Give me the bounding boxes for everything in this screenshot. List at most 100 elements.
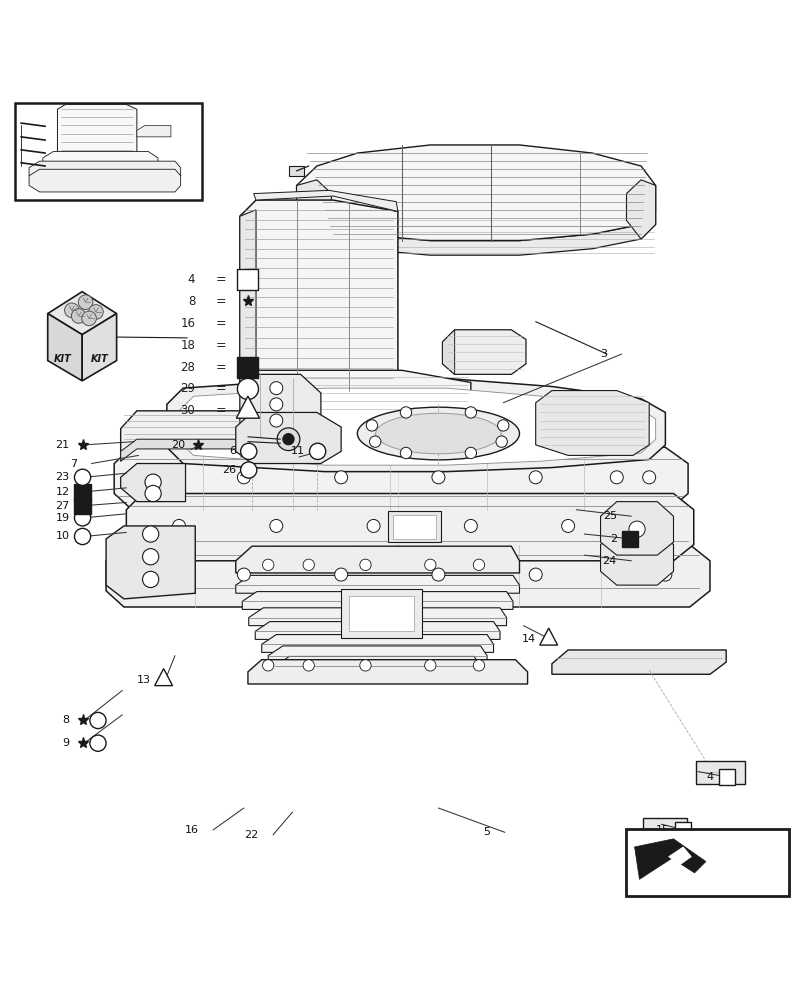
Text: KIT: KIT bbox=[54, 354, 71, 364]
Circle shape bbox=[529, 471, 542, 484]
Circle shape bbox=[143, 571, 159, 588]
Text: KIT: KIT bbox=[90, 354, 108, 364]
Circle shape bbox=[269, 382, 282, 395]
Polygon shape bbox=[296, 180, 331, 239]
Bar bbox=[642, 818, 686, 839]
Circle shape bbox=[88, 305, 103, 319]
Text: =: = bbox=[216, 339, 226, 352]
Circle shape bbox=[369, 436, 380, 447]
Circle shape bbox=[634, 519, 646, 532]
Bar bbox=[289, 166, 303, 176]
Text: 19: 19 bbox=[55, 513, 70, 523]
Polygon shape bbox=[442, 330, 526, 374]
Circle shape bbox=[658, 568, 671, 581]
Circle shape bbox=[145, 485, 161, 502]
Circle shape bbox=[618, 568, 631, 581]
Circle shape bbox=[367, 519, 380, 532]
Circle shape bbox=[157, 568, 169, 581]
Polygon shape bbox=[442, 330, 454, 374]
Circle shape bbox=[172, 519, 185, 532]
Text: 6: 6 bbox=[229, 446, 235, 456]
Bar bbox=[237, 269, 258, 290]
Polygon shape bbox=[236, 396, 260, 418]
Text: =: = bbox=[216, 317, 226, 330]
Text: 15: 15 bbox=[655, 825, 669, 835]
Text: 22: 22 bbox=[244, 830, 258, 840]
Polygon shape bbox=[43, 151, 158, 174]
Polygon shape bbox=[600, 502, 672, 555]
Circle shape bbox=[303, 559, 314, 571]
Circle shape bbox=[610, 471, 623, 484]
Polygon shape bbox=[247, 660, 527, 684]
Text: 9: 9 bbox=[62, 738, 70, 748]
Polygon shape bbox=[239, 370, 470, 412]
Polygon shape bbox=[235, 546, 519, 573]
Circle shape bbox=[75, 528, 91, 545]
Text: 13: 13 bbox=[136, 675, 151, 685]
Polygon shape bbox=[539, 628, 557, 645]
Polygon shape bbox=[239, 200, 397, 393]
Text: 23: 23 bbox=[55, 472, 70, 482]
Bar bbox=[237, 357, 258, 378]
Polygon shape bbox=[253, 190, 397, 211]
Circle shape bbox=[424, 660, 436, 671]
Polygon shape bbox=[235, 575, 519, 593]
Polygon shape bbox=[255, 622, 500, 639]
Polygon shape bbox=[248, 608, 506, 626]
Circle shape bbox=[143, 526, 159, 542]
Polygon shape bbox=[178, 388, 654, 465]
Polygon shape bbox=[121, 464, 185, 502]
Text: 20: 20 bbox=[171, 440, 185, 450]
Polygon shape bbox=[29, 161, 180, 182]
Circle shape bbox=[282, 434, 294, 445]
Polygon shape bbox=[58, 104, 137, 161]
Text: 29: 29 bbox=[180, 382, 195, 395]
Circle shape bbox=[334, 471, 347, 484]
Circle shape bbox=[473, 660, 484, 671]
Text: =: = bbox=[216, 404, 226, 417]
Polygon shape bbox=[127, 494, 693, 561]
Circle shape bbox=[269, 414, 282, 427]
Text: 8: 8 bbox=[62, 715, 70, 725]
Circle shape bbox=[82, 311, 97, 326]
Bar bbox=[626, 829, 787, 896]
Bar bbox=[75, 498, 91, 514]
Text: 3: 3 bbox=[599, 349, 607, 359]
Polygon shape bbox=[114, 447, 687, 510]
Circle shape bbox=[262, 559, 273, 571]
Polygon shape bbox=[268, 646, 487, 664]
Circle shape bbox=[145, 474, 161, 490]
Circle shape bbox=[400, 447, 411, 459]
Circle shape bbox=[90, 735, 106, 751]
Circle shape bbox=[366, 420, 377, 431]
Polygon shape bbox=[634, 839, 705, 879]
Circle shape bbox=[165, 471, 177, 484]
Text: 16: 16 bbox=[180, 317, 195, 330]
Circle shape bbox=[240, 443, 256, 459]
Text: 14: 14 bbox=[521, 634, 535, 644]
Polygon shape bbox=[296, 145, 654, 241]
Ellipse shape bbox=[375, 413, 500, 454]
Circle shape bbox=[262, 660, 273, 671]
Polygon shape bbox=[155, 669, 172, 686]
Text: 12: 12 bbox=[55, 487, 70, 497]
Text: 26: 26 bbox=[221, 465, 235, 475]
Text: =: = bbox=[216, 361, 226, 374]
Circle shape bbox=[359, 559, 371, 571]
Polygon shape bbox=[235, 412, 341, 464]
Circle shape bbox=[496, 436, 507, 447]
Bar bbox=[674, 822, 690, 838]
Polygon shape bbox=[121, 439, 292, 461]
Text: 30: 30 bbox=[180, 404, 195, 417]
Circle shape bbox=[529, 568, 542, 581]
Circle shape bbox=[269, 398, 282, 411]
Circle shape bbox=[309, 443, 325, 459]
Polygon shape bbox=[535, 391, 648, 455]
Bar bbox=[75, 484, 91, 500]
Bar bbox=[388, 511, 440, 542]
Text: 5: 5 bbox=[483, 827, 490, 837]
Bar bbox=[718, 769, 734, 785]
Text: =: = bbox=[216, 295, 226, 308]
Circle shape bbox=[465, 407, 476, 418]
Circle shape bbox=[303, 660, 314, 671]
